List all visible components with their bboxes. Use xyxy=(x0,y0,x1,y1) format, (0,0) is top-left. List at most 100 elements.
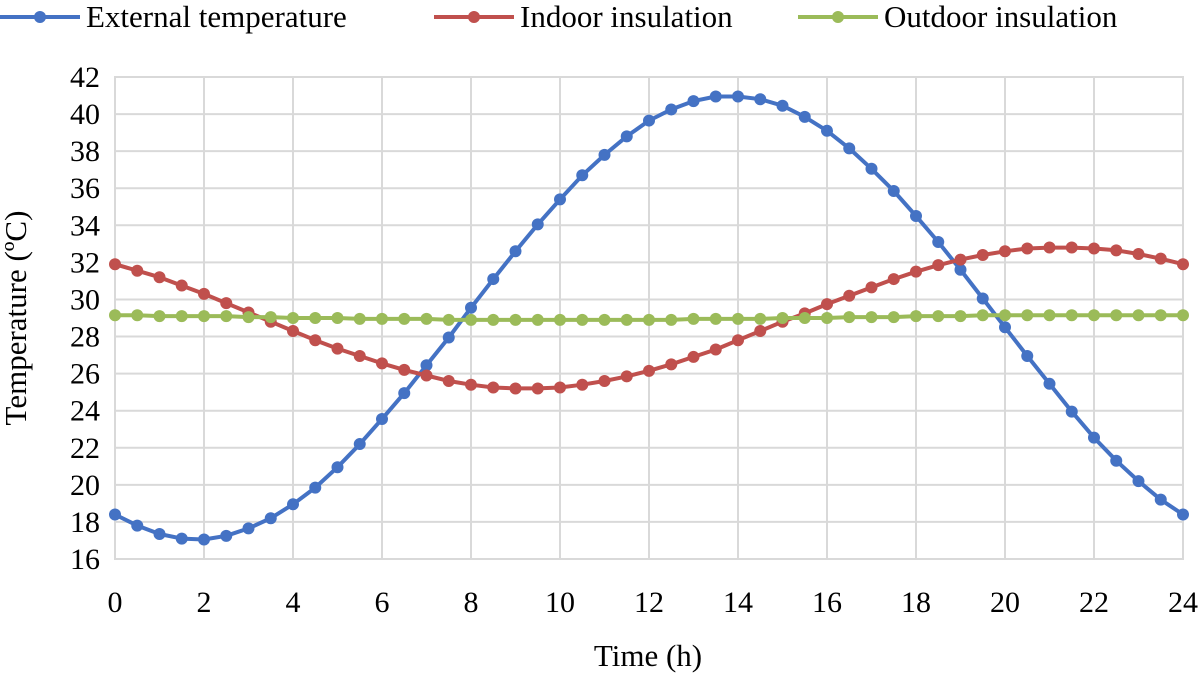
data-point-outdoor-insulation xyxy=(554,313,566,326)
data-point-external-temperature xyxy=(1043,377,1056,390)
data-point-external-temperature xyxy=(509,245,522,258)
data-point-outdoor-insulation xyxy=(531,313,544,326)
data-point-indoor-insulation xyxy=(887,273,900,286)
data-point-external-temperature xyxy=(487,273,500,286)
x-axis-label: Time (h) xyxy=(594,638,702,673)
legend-label-indoor-insulation: Indoor insulation xyxy=(520,0,733,34)
data-point-indoor-insulation xyxy=(732,334,744,347)
data-point-indoor-insulation xyxy=(465,378,477,391)
data-point-external-temperature xyxy=(576,169,589,182)
data-point-outdoor-insulation xyxy=(331,312,344,324)
data-point-outdoor-insulation xyxy=(865,311,878,324)
data-point-outdoor-insulation xyxy=(754,312,767,325)
data-point-indoor-insulation xyxy=(687,350,700,363)
data-point-indoor-insulation xyxy=(331,342,344,355)
data-point-outdoor-insulation xyxy=(576,313,589,326)
y-tick-label: 20 xyxy=(70,469,100,502)
data-point-external-temperature xyxy=(776,99,789,112)
data-point-external-temperature xyxy=(1177,508,1189,521)
data-point-external-temperature xyxy=(131,519,144,532)
y-tick-label: 32 xyxy=(70,246,100,279)
data-point-indoor-insulation xyxy=(1132,248,1145,261)
series-outdoor-insulation xyxy=(109,309,1189,326)
data-point-indoor-insulation xyxy=(976,248,989,261)
y-tick-label: 30 xyxy=(70,283,100,316)
data-point-indoor-insulation xyxy=(665,358,678,371)
data-point-external-temperature xyxy=(1065,405,1078,418)
data-point-external-temperature xyxy=(353,438,366,451)
legend-label-outdoor-insulation: Outdoor insulation xyxy=(884,0,1118,34)
legend-swatch-outdoor-insulation xyxy=(798,0,878,34)
legend-item-external-temperature: External temperature xyxy=(0,0,347,34)
data-point-indoor-insulation xyxy=(531,382,544,395)
data-point-outdoor-insulation xyxy=(487,313,500,326)
data-point-external-temperature xyxy=(109,508,121,521)
data-point-indoor-insulation xyxy=(420,369,433,382)
x-tick-label: 16 xyxy=(812,586,842,619)
data-point-external-temperature xyxy=(598,148,611,161)
data-point-indoor-insulation xyxy=(309,334,322,347)
data-point-external-temperature xyxy=(465,301,477,314)
data-point-indoor-insulation xyxy=(376,357,388,370)
x-tick-label: 12 xyxy=(634,586,664,619)
data-point-external-temperature xyxy=(999,321,1011,334)
data-point-indoor-insulation xyxy=(109,258,121,271)
data-point-indoor-insulation xyxy=(932,259,945,272)
data-point-external-temperature xyxy=(1021,350,1034,363)
data-point-indoor-insulation xyxy=(910,265,922,278)
data-point-outdoor-insulation xyxy=(264,311,277,324)
data-point-external-temperature xyxy=(620,130,633,143)
data-point-indoor-insulation xyxy=(576,378,589,391)
data-point-outdoor-insulation xyxy=(131,309,144,322)
legend-swatch-external-temperature xyxy=(0,0,80,34)
data-point-indoor-insulation xyxy=(865,281,878,294)
data-point-outdoor-insulation xyxy=(1154,309,1167,322)
series-layer xyxy=(109,90,1189,546)
data-point-outdoor-insulation xyxy=(242,311,255,324)
data-point-external-temperature xyxy=(220,529,233,542)
data-point-external-temperature xyxy=(420,359,433,372)
data-point-indoor-insulation xyxy=(1177,258,1189,271)
y-tick-label: 28 xyxy=(70,321,100,354)
y-tick-label: 38 xyxy=(70,135,100,168)
data-point-indoor-insulation xyxy=(509,382,522,395)
y-tick-label: 18 xyxy=(70,506,100,539)
data-point-outdoor-insulation xyxy=(220,310,233,323)
data-point-outdoor-insulation xyxy=(1177,309,1189,322)
x-tick-label: 20 xyxy=(990,586,1020,619)
data-point-indoor-insulation xyxy=(153,271,166,284)
data-point-outdoor-insulation xyxy=(465,313,477,326)
data-point-indoor-insulation xyxy=(999,245,1011,258)
data-point-external-temperature xyxy=(665,103,678,116)
data-point-outdoor-insulation xyxy=(1043,309,1056,322)
x-tick-labels: 0 2 4 6 8 10 12 14 16 18 20 22 24 xyxy=(108,586,1199,619)
data-point-external-temperature xyxy=(732,90,744,103)
data-point-indoor-insulation xyxy=(1065,241,1078,254)
data-point-indoor-insulation xyxy=(709,343,722,356)
data-point-outdoor-insulation xyxy=(420,312,433,325)
legend-swatch-indoor-insulation xyxy=(434,0,514,34)
data-point-external-temperature xyxy=(1154,493,1167,506)
data-point-external-temperature xyxy=(932,235,945,248)
data-point-outdoor-insulation xyxy=(776,312,789,324)
data-point-outdoor-insulation xyxy=(1021,309,1034,322)
data-point-indoor-insulation xyxy=(598,375,611,388)
data-point-indoor-insulation xyxy=(487,381,500,394)
y-tick-label: 16 xyxy=(70,543,100,576)
data-point-external-temperature xyxy=(554,193,566,206)
data-point-external-temperature xyxy=(198,533,210,546)
data-point-outdoor-insulation xyxy=(353,312,366,325)
data-point-indoor-insulation xyxy=(754,324,767,337)
data-point-outdoor-insulation xyxy=(954,310,967,323)
data-point-external-temperature xyxy=(1088,431,1100,444)
data-point-outdoor-insulation xyxy=(709,312,722,325)
data-point-outdoor-insulation xyxy=(153,310,166,323)
data-point-outdoor-insulation xyxy=(1065,309,1078,322)
data-point-external-temperature xyxy=(442,331,455,344)
data-point-indoor-insulation xyxy=(1110,244,1123,257)
data-point-external-temperature xyxy=(398,387,411,400)
data-point-outdoor-insulation xyxy=(198,310,210,323)
data-point-outdoor-insulation xyxy=(175,310,188,323)
data-point-indoor-insulation xyxy=(131,264,144,277)
